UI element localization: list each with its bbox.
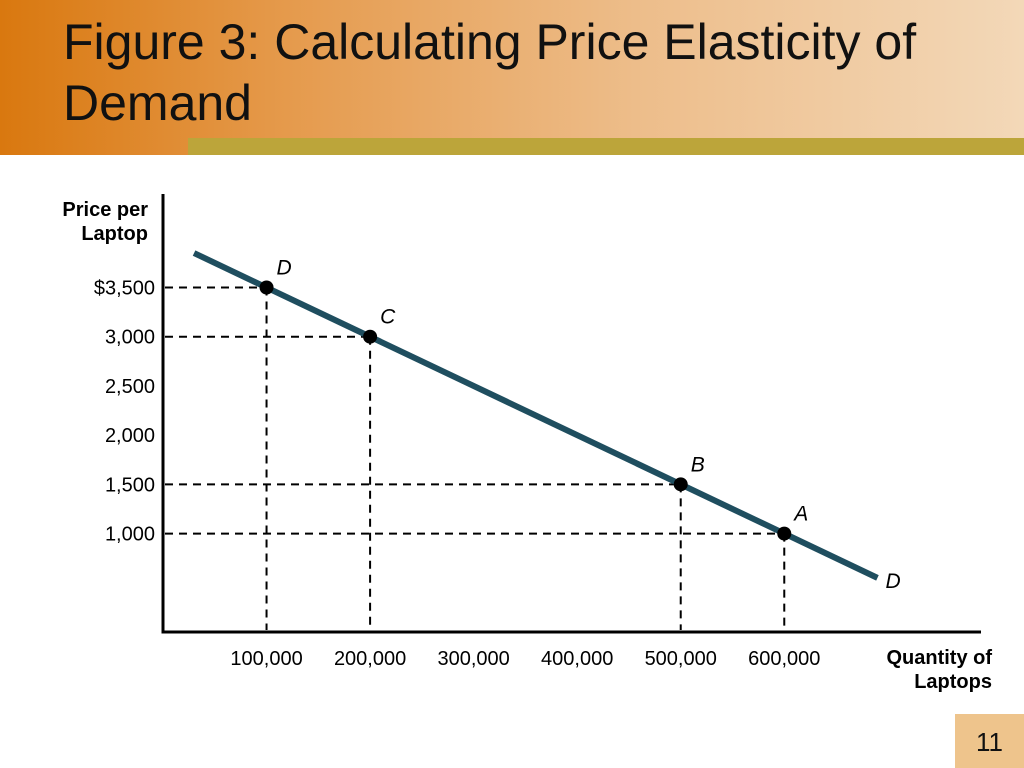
x-tick-label: 400,000 — [541, 648, 613, 670]
y-tick-label: 1,500 — [105, 474, 155, 496]
y-tick-label: 3,000 — [105, 327, 155, 349]
x-tick-label: 300,000 — [437, 648, 509, 670]
data-point-d — [259, 280, 274, 295]
point-label-b: B — [691, 453, 705, 476]
data-point-c — [363, 329, 378, 344]
slide-title: Figure 3: Calculating Price Elasticity o… — [63, 14, 917, 131]
y-tick-label: 2,500 — [105, 376, 155, 398]
title-band — [0, 0, 1024, 155]
data-point-b — [673, 477, 688, 492]
y-tick-label: 2,000 — [105, 425, 155, 447]
y-axis-title: Price per Laptop — [62, 199, 148, 245]
title-stripe — [188, 138, 1024, 155]
y-tick-label: $3,500 — [94, 278, 155, 300]
x-tick-label: 600,000 — [748, 648, 820, 670]
x-tick-label: 200,000 — [334, 648, 406, 670]
data-point-a — [777, 526, 792, 541]
x-tick-label: 100,000 — [230, 648, 302, 670]
demand-curve-label: D — [885, 570, 900, 593]
y-tick-label: 1,000 — [105, 524, 155, 546]
point-label-a: A — [792, 503, 808, 526]
x-tick-label: 500,000 — [645, 648, 717, 670]
point-label-d: D — [277, 257, 292, 280]
demand-curve — [192, 250, 879, 581]
point-label-c: C — [380, 306, 396, 329]
page-number-box: 11 — [955, 714, 1024, 768]
x-axis-title: Quantity of Laptops — [886, 647, 992, 693]
page-number: 11 — [976, 727, 1003, 757]
